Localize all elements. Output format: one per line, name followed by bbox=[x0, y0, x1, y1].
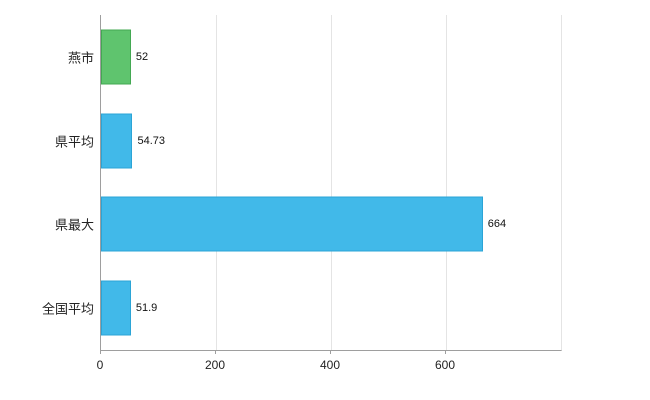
plot-area: 燕市 52 県平均 54.73 県最大 664 全国平均 51.9 bbox=[42, 15, 562, 351]
gridline bbox=[445, 15, 447, 350]
bar bbox=[101, 29, 131, 85]
value-label: 52 bbox=[135, 50, 149, 63]
value-label: 54.73 bbox=[137, 134, 165, 147]
x-tick-label: 200 bbox=[204, 358, 226, 372]
x-tick-mark bbox=[215, 350, 216, 354]
x-tick-mark bbox=[330, 350, 331, 354]
bar bbox=[101, 280, 131, 336]
category-label: 全国平均 bbox=[41, 301, 94, 317]
category-label: 県平均 bbox=[54, 134, 94, 150]
gridline bbox=[215, 15, 217, 350]
bar-row: 燕市 52 bbox=[68, 15, 561, 99]
bar-row: 県最大 664 bbox=[55, 183, 561, 267]
bar-row: 全国平均 51.9 bbox=[42, 266, 561, 350]
x-tick-label: 600 bbox=[434, 358, 456, 372]
bar-row: 県平均 54.73 bbox=[55, 99, 561, 183]
x-tick-mark bbox=[445, 350, 446, 354]
category-label: 県最大 bbox=[54, 217, 94, 233]
value-label: 664 bbox=[487, 218, 507, 231]
bar bbox=[101, 113, 133, 169]
x-tick-label: 0 bbox=[96, 358, 104, 372]
bar bbox=[101, 196, 483, 252]
gridline bbox=[330, 15, 332, 350]
value-label: 51.9 bbox=[135, 302, 158, 315]
x-tick-mark bbox=[100, 350, 101, 354]
x-tick-label: 400 bbox=[319, 358, 341, 372]
category-label: 燕市 bbox=[67, 50, 94, 66]
